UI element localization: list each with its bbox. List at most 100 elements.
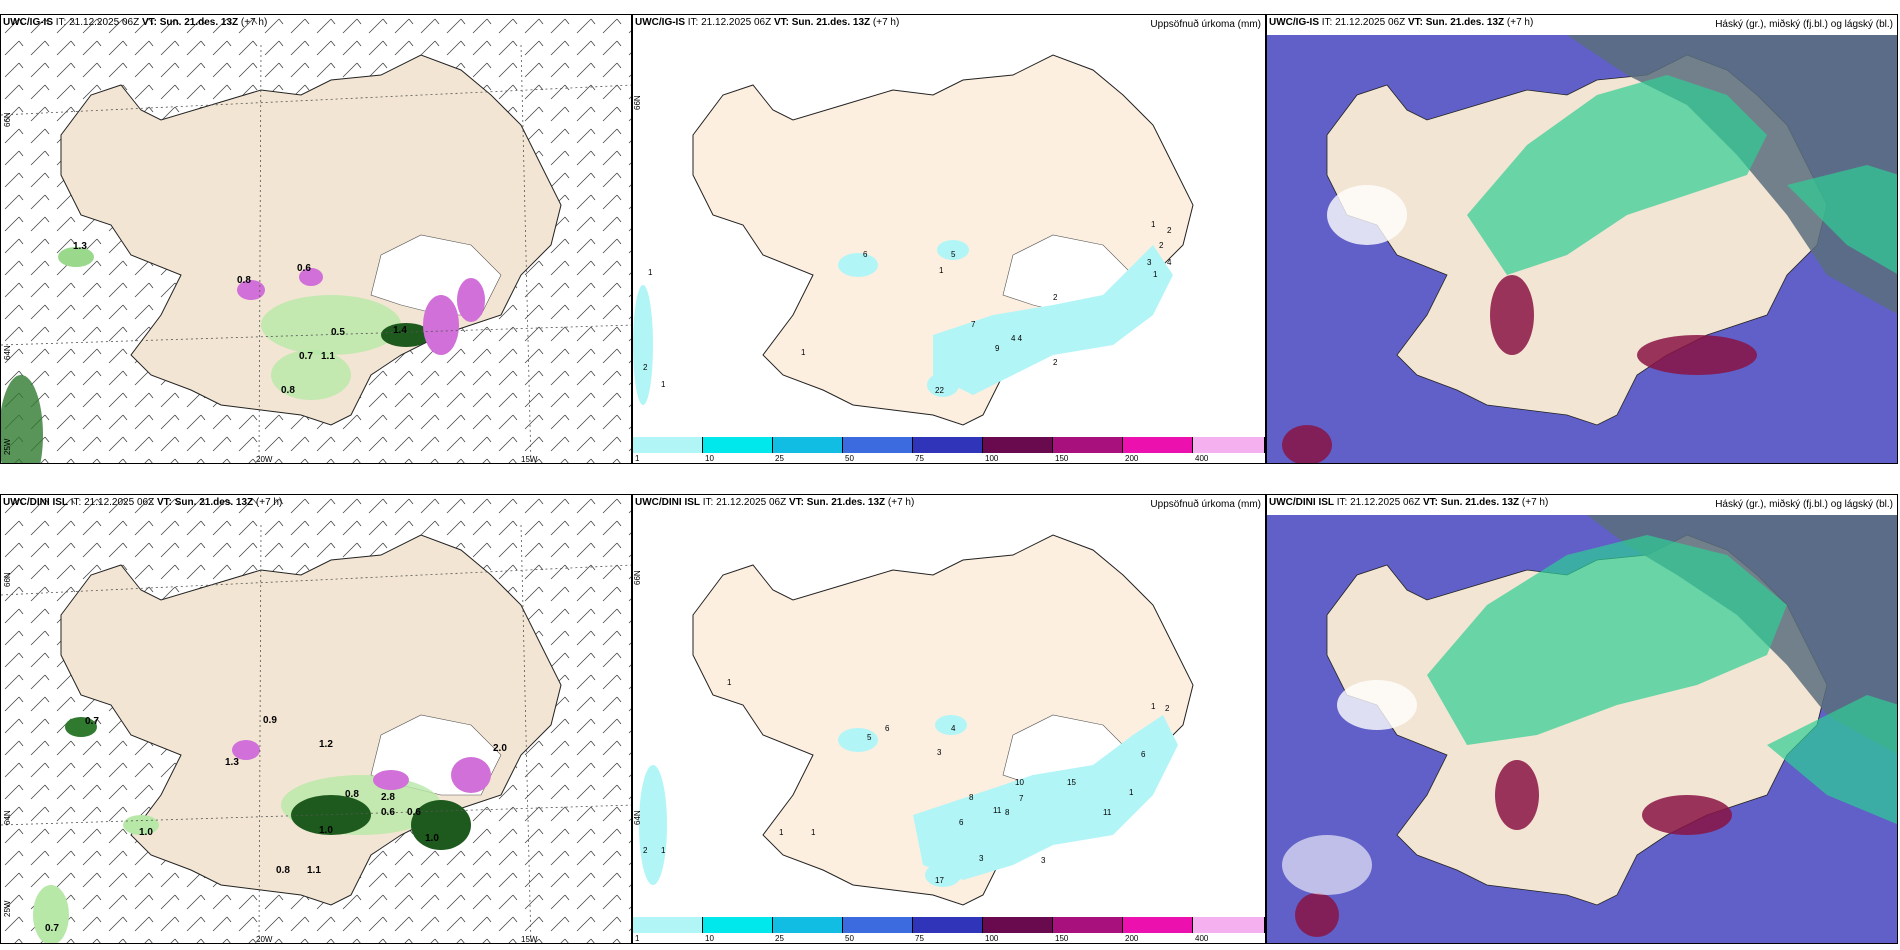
value-label: 1 (1151, 702, 1156, 711)
value-label: 2 (643, 363, 648, 372)
panel-title: UWC/DINI ISL IT: 21.12.2025 06Z VT: Sun.… (1269, 497, 1549, 508)
lon-label: 15W (521, 455, 538, 464)
value-label: 1 (1129, 788, 1134, 797)
value-label: 3 (1147, 258, 1152, 267)
precip-light-area (58, 247, 94, 267)
clear-sky-area (1337, 680, 1417, 730)
cloud-mid-area (1767, 695, 1897, 825)
colorbar-segment (633, 917, 703, 933)
colorbar-segment (773, 437, 843, 453)
panel-subtitle: Uppsöfnuð úrkoma (mm) (1150, 499, 1261, 510)
snow-area (237, 280, 265, 300)
colorbar-label: 10 (705, 454, 714, 463)
lat-label: 66N (633, 95, 642, 110)
panel-title: UWC/DINI ISL IT: 21.12.2025 06Z VT: Sun.… (3, 497, 283, 508)
precip-area (633, 285, 653, 405)
cloud-mid-area (1467, 75, 1767, 275)
value-label: 0.7 (85, 716, 99, 727)
wind-map-svg: 1.3 0.8 0.6 0.5 0.7 1.1 0.8 1.4 (1, 15, 631, 463)
value-label: 1 (648, 268, 653, 277)
value-label: 0.5 (331, 327, 345, 338)
value-label: 2 (1053, 358, 1058, 367)
value-label: 7 (1019, 794, 1024, 803)
snow-area (373, 770, 409, 790)
cloud-high-area (1587, 515, 1897, 754)
value-label: 8 (969, 793, 974, 802)
value-label: 2 (643, 846, 648, 855)
value-label: 1 (727, 678, 732, 687)
colorbar-label: 100 (985, 454, 999, 463)
value-label: 0.8 (281, 385, 295, 396)
value-label: 6 (885, 724, 890, 733)
colorbar-segment (703, 917, 773, 933)
value-label: 1.1 (307, 865, 321, 876)
colorbar-label: 150 (1055, 934, 1069, 943)
value-label: 0.7 (299, 351, 313, 362)
colorbar-label: 10 (705, 934, 714, 943)
wind-map-svg: 0.7 0.9 1.3 1.2 0.8 2.8 0.6 0.6 1.0 1.0 … (1, 495, 631, 943)
graticule-lon (258, 44, 262, 463)
panel-top-middle-precip-map: UWC/IG-IS IT: 21.12.2025 06Z VT: Sun. 21… (632, 14, 1266, 464)
value-label: 2 (1053, 293, 1058, 302)
panel-bottom-left-wind-map: UWC/DINI ISL IT: 21.12.2025 06Z VT: Sun.… (0, 494, 632, 944)
value-label: 17 (935, 876, 944, 885)
value-label: 0.6 (407, 807, 421, 818)
value-label: 1 (811, 828, 816, 837)
value-label: 1 (939, 266, 944, 275)
value-label: 1 (661, 846, 666, 855)
snow-area (457, 278, 485, 322)
colorbar-label: 200 (1125, 934, 1139, 943)
clear-sky-area (1282, 835, 1372, 895)
panel-bottom-right-cloud-map: UWC/DINI ISL IT: 21.12.2025 06Z VT: Sun.… (1266, 494, 1898, 944)
value-label: 0.8 (276, 865, 290, 876)
precip-area (838, 253, 878, 277)
value-label: 6 (863, 250, 868, 259)
precip-heavy-area (291, 795, 371, 835)
value-label: 6 (1141, 750, 1146, 759)
value-label: 9 (995, 344, 1000, 353)
cloud-mid-area (1427, 535, 1787, 745)
precip-area (935, 715, 967, 735)
lon-label: 25W (3, 438, 12, 455)
panel-title: UWC/DINI ISL IT: 21.12.2025 06Z VT: Sun.… (635, 497, 915, 508)
lat-label: 66N (633, 570, 642, 585)
colorbar-segment (843, 437, 913, 453)
colorbar-label: 75 (915, 454, 924, 463)
colorbar-segment (1123, 917, 1193, 933)
lat-label: 64N (633, 810, 642, 825)
cloud-map-svg (1267, 515, 1897, 943)
precip-area (927, 373, 959, 397)
value-label: 10 (1015, 778, 1024, 787)
value-label: 1.2 (319, 739, 333, 750)
colorbar-label: 100 (985, 934, 999, 943)
colorbar-segment (1053, 437, 1123, 453)
value-label: 1.3 (73, 241, 87, 252)
colorbar-segment (843, 917, 913, 933)
cloud-mid-area (1787, 165, 1897, 274)
precip-heavy-area (411, 800, 471, 850)
precip-intense-area (1295, 893, 1339, 937)
value-label: 1 (1151, 220, 1156, 229)
lat-label: 66N (3, 112, 12, 127)
value-label: 7 (971, 320, 976, 329)
lat-label: 64N (3, 810, 12, 825)
panel-subtitle: Háský (gr.), miðský (fj.bl.) og lágský (… (1715, 499, 1893, 510)
colorbar-label: 400 (1195, 934, 1209, 943)
precip-heavy-area (381, 323, 431, 347)
precip-intense-area (1490, 275, 1534, 355)
precip-light-area (261, 295, 401, 355)
colorbar-segment (703, 437, 773, 453)
value-label: 2 (1167, 226, 1172, 235)
value-label: 4 (1167, 258, 1172, 267)
colorbar-segment (913, 917, 983, 933)
lon-label: 15W (521, 935, 538, 944)
graticule-lat (1, 804, 631, 826)
panel-title: UWC/IG-IS IT: 21.12.2025 06Z VT: Sun. 21… (1269, 17, 1534, 28)
graticule-lon (520, 44, 532, 463)
snow-area (299, 268, 323, 286)
precip-intense-area (1642, 795, 1732, 835)
precip-heavy-area (65, 717, 97, 737)
precip-colorbar: 1 10 25 50 75 100 150 200 400 (633, 917, 1265, 943)
colorbar-segment (633, 437, 703, 453)
value-label: 0.8 (237, 275, 251, 286)
